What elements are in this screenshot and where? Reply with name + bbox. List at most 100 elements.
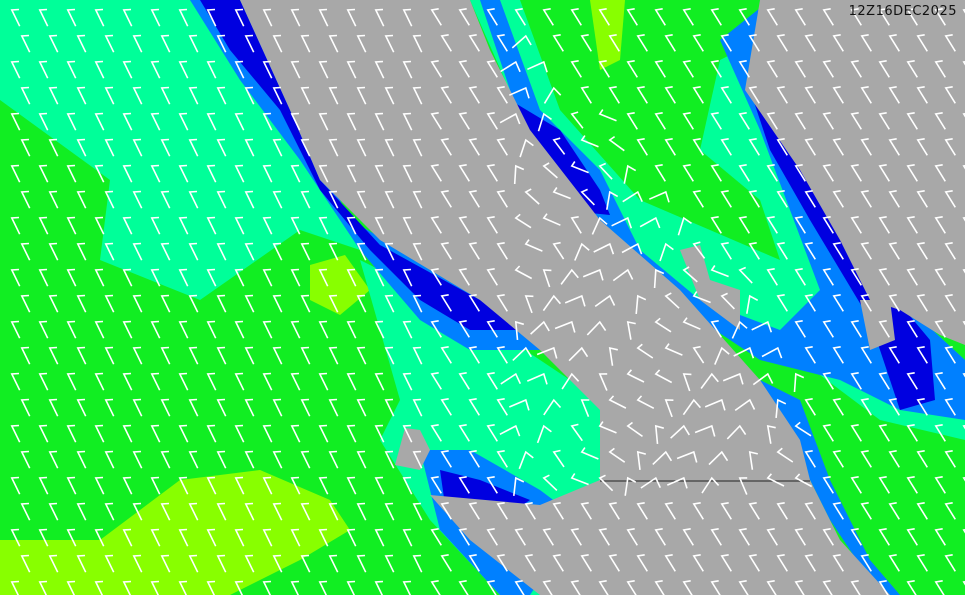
- wind-barb: [822, 216, 834, 234]
- wind-barb: [10, 8, 21, 27]
- wind-barb: [748, 450, 758, 470]
- wind-barb: [290, 476, 301, 495]
- wind-barb: [76, 190, 87, 209]
- wind-barb: [76, 294, 87, 313]
- wind-barb: [878, 60, 890, 78]
- wind-barb: [150, 112, 161, 131]
- wind-barb: [356, 86, 367, 105]
- wind-barb: [290, 8, 301, 27]
- wind-barb: [804, 190, 816, 208]
- wind-barb: [962, 60, 965, 66]
- wind-barb: [832, 450, 844, 468]
- wind-barb: [318, 112, 329, 131]
- wind-barb: [384, 398, 395, 417]
- wind-barb: [794, 528, 806, 546]
- wind-barb: [458, 216, 470, 234]
- wind-barb: [906, 528, 918, 546]
- wind-barb: [944, 294, 956, 312]
- wind-barb: [346, 164, 357, 183]
- wind-barb: [178, 268, 189, 287]
- wind-barb: [524, 188, 540, 205]
- wind-barb: [188, 398, 199, 417]
- wind-barb: [468, 294, 480, 312]
- wind-barb: [66, 216, 77, 235]
- wind-barb: [694, 424, 716, 437]
- wind-barb: [720, 34, 732, 52]
- wind-barb: [412, 34, 423, 53]
- wind-barb: [832, 294, 844, 312]
- wind-barb: [150, 476, 161, 495]
- wind-barb: [766, 216, 778, 234]
- wind-barb: [430, 372, 442, 390]
- wind-barb: [206, 164, 217, 183]
- wind-barb: [710, 580, 721, 595]
- wind-barb: [530, 320, 550, 335]
- wind-barb: [216, 398, 227, 417]
- wind-barb: [704, 398, 726, 411]
- wind-barb: [496, 398, 508, 416]
- wind-barb: [244, 450, 255, 469]
- wind-barb: [542, 474, 558, 491]
- wind-barb: [122, 164, 133, 183]
- wind-barb: [374, 112, 385, 131]
- wind-barb: [560, 268, 579, 285]
- wind-barb: [402, 164, 413, 183]
- wind-barb: [944, 242, 956, 260]
- wind-barb: [738, 266, 753, 284]
- wind-barb: [150, 580, 160, 595]
- wind-barb: [38, 580, 48, 595]
- wind-barb: [552, 187, 571, 200]
- wind-barb: [430, 476, 442, 494]
- wind-barb: [402, 216, 413, 235]
- wind-barb: [934, 112, 946, 130]
- wind-barb: [570, 8, 582, 26]
- wind-barb: [48, 554, 59, 573]
- wind-barb: [570, 111, 584, 129]
- wind-barb: [300, 138, 311, 157]
- wind-barb: [664, 502, 676, 520]
- wind-barb: [664, 138, 676, 156]
- wind-barb: [66, 164, 77, 183]
- wind-barb: [710, 528, 722, 546]
- wind-barb: [720, 554, 732, 572]
- wind-barb: [458, 476, 470, 494]
- wind-barb: [720, 138, 732, 156]
- wind-barb: [48, 346, 59, 365]
- wind-barb: [608, 86, 620, 104]
- wind-barb: [122, 476, 133, 495]
- wind-barb: [570, 473, 589, 486]
- wind-barb: [318, 320, 329, 339]
- wind-barb: [570, 216, 582, 234]
- wind-barb: [582, 268, 604, 281]
- wind-barb: [318, 268, 329, 287]
- wind-barb: [300, 450, 311, 469]
- wind-barb: [216, 450, 227, 469]
- wind-barb: [710, 320, 722, 338]
- wind-barb: [513, 476, 525, 496]
- wind-barb: [178, 320, 189, 339]
- wind-barb: [636, 343, 654, 359]
- wind-barb: [692, 86, 704, 104]
- wind-barb: [206, 424, 217, 443]
- wind-barb: [356, 138, 367, 157]
- wind-barb: [262, 580, 272, 595]
- wind-barb: [384, 138, 395, 157]
- wind-barb: [374, 164, 385, 183]
- wind-barb: [160, 294, 171, 313]
- wind-barb: [731, 320, 748, 339]
- wind-barb: [518, 450, 534, 470]
- wind-barb: [934, 268, 946, 286]
- wind-barb: [794, 473, 813, 488]
- wind-barb: [178, 8, 189, 27]
- wind-barb: [850, 476, 862, 494]
- wind-barb: [804, 450, 816, 468]
- wind-barb: [66, 424, 77, 443]
- wind-barb: [804, 34, 816, 52]
- wind-barb: [318, 580, 328, 595]
- wind-barb: [794, 421, 812, 437]
- wind-barb: [458, 60, 470, 78]
- wind-barb: [122, 268, 133, 287]
- wind-barb: [622, 190, 643, 203]
- wind-barb: [76, 138, 87, 157]
- wind-barb: [402, 112, 413, 131]
